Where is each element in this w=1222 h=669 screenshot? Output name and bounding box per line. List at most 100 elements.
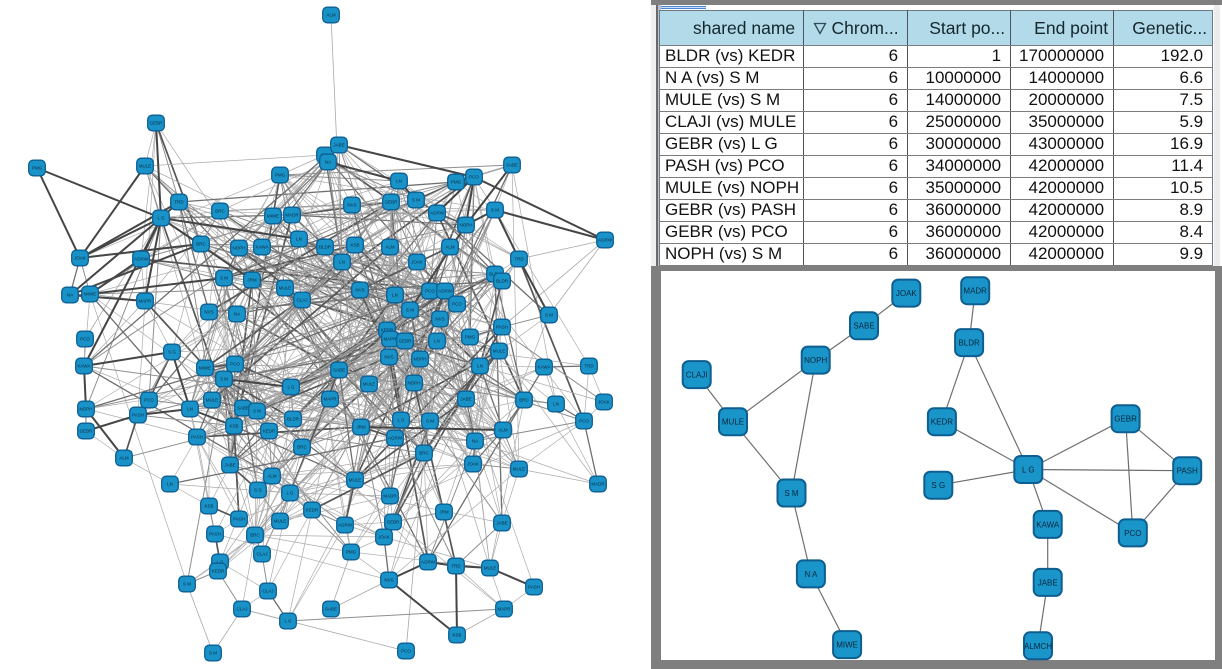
svg-text:S M: S M [426,419,434,424]
svg-text:L G: L G [216,560,224,565]
svg-text:JABE: JABE [1038,578,1058,587]
svg-text:S M: S M [253,409,261,414]
svg-text:S M: S M [545,313,553,318]
svg-text:NA: NA [325,160,331,165]
svg-text:BRC: BRC [297,445,307,450]
svg-text:AGRW: AGRW [388,436,403,441]
svg-text:N A: N A [805,570,819,579]
svg-text:PMG: PMG [346,550,357,555]
svg-text:KEDR: KEDR [931,417,953,426]
svg-text:LN: LN [392,293,398,298]
svg-text:SABE: SABE [333,368,345,373]
svg-text:PASH: PASH [132,413,144,418]
svg-text:GEBR: GEBR [385,200,399,205]
svg-text:L G: L G [1022,465,1035,474]
svg-text:JABE: JABE [333,143,344,148]
svg-text:AGRW: AGRW [598,238,613,243]
svg-text:PCO: PCO [230,362,240,367]
svg-text:NA: NA [472,439,478,444]
svg-text:NOPH: NOPH [232,246,245,251]
svg-text:PCO: PCO [80,337,90,342]
svg-text:BRC: BRC [215,209,225,214]
svg-text:NVS: NVS [347,203,356,208]
svg-text:SABE: SABE [854,321,875,330]
svg-text:MIWE: MIWE [267,214,279,219]
svg-text:CLAJ: CLAJ [256,552,267,557]
svg-text:LN: LN [553,402,559,407]
svg-text:S M: S M [183,582,191,587]
svg-text:BLDR: BLDR [496,279,509,284]
svg-text:KAWA: KAWA [256,245,269,250]
svg-text:L G: L G [287,385,295,390]
svg-text:AGRW: AGRW [134,257,149,262]
svg-text:GEBR: GEBR [387,520,401,525]
svg-text:ALM: ALM [119,456,129,461]
svg-text:MAPR: MAPR [138,299,152,304]
svg-text:CLAJI: CLAJI [686,370,708,379]
svg-text:S G: S G [932,481,946,490]
svg-text:LN: LN [477,364,483,369]
svg-text:MAPR: MAPR [383,337,397,342]
svg-text:ALM: ALM [498,428,508,433]
svg-text:MULE: MULE [274,519,287,524]
svg-text:LN: LN [339,260,345,265]
svg-text:GEBR: GEBR [80,429,94,434]
svg-text:PMG: PMG [465,335,476,340]
svg-text:PASH: PASH [1177,466,1198,475]
svg-text:MULE: MULE [279,286,292,291]
svg-text:MULE: MULE [513,467,526,472]
svg-text:KAWA: KAWA [78,364,91,369]
svg-text:KEDR: KEDR [381,328,394,333]
svg-text:NVS: NVS [384,355,393,360]
svg-text:JOAK: JOAK [378,535,390,540]
svg-text:CLAJ: CLAJ [236,607,247,612]
svg-text:S G: S G [254,488,262,493]
svg-text:BRC: BRC [250,533,260,538]
svg-text:NOPH: NOPH [413,357,426,362]
svg-text:S M: S M [220,276,228,281]
svg-text:S M: S M [220,377,228,382]
svg-text:NVS: NVS [355,288,364,293]
svg-text:SABE: SABE [325,607,337,612]
svg-text:TRD: TRD [174,200,184,205]
svg-text:AGRW: AGRW [430,211,445,216]
svg-text:JOAK: JOAK [896,289,918,298]
svg-text:PCO: PCO [469,175,479,180]
svg-text:MULE: MULE [349,478,362,483]
svg-text:BRC: BRC [196,242,206,247]
svg-text:PMG: PMG [451,180,462,185]
svg-text:NA: NA [234,312,240,317]
svg-text:GEBR: GEBR [150,121,164,126]
svg-text:AGRW: AGRW [438,289,453,294]
svg-text:BLDR: BLDR [287,417,300,422]
svg-text:LN: LN [167,482,173,487]
svg-text:KEDR: KEDR [306,508,319,513]
svg-text:NOPH: NOPH [407,381,420,386]
svg-text:MAPR: MAPR [323,397,337,402]
svg-text:KSB: KSB [229,424,238,429]
svg-text:TRD: TRD [584,364,594,369]
svg-text:MAPR: MAPR [497,607,511,612]
svg-text:CLAJ: CLAJ [262,589,273,594]
svg-text:SABE: SABE [506,163,518,168]
svg-text:AGRW: AGRW [338,523,353,528]
svg-text:LN: LN [296,237,302,242]
svg-text:JOAK: JOAK [74,256,86,261]
svg-text:PASH: PASH [528,585,540,590]
svg-text:L G: L G [157,216,165,221]
svg-text:MULE: MULE [484,566,497,571]
svg-text:MADR: MADR [383,494,397,499]
svg-text:ALM: ALM [326,13,336,18]
svg-text:SABE: SABE [237,406,249,411]
svg-text:ALMCH: ALMCH [1024,641,1052,650]
svg-text:PCO: PCO [452,302,462,307]
svg-text:LN: LN [396,179,402,184]
svg-text:KAWA: KAWA [1037,520,1061,529]
svg-text:JABE: JABE [496,521,507,526]
svg-text:L G: L G [284,619,292,624]
svg-text:NVS: NVS [435,317,444,322]
svg-text:JOAK: JOAK [411,260,423,265]
svg-text:MULE: MULE [139,164,152,169]
svg-text:L G: L G [397,418,405,423]
svg-text:PCO: PCO [579,419,589,424]
